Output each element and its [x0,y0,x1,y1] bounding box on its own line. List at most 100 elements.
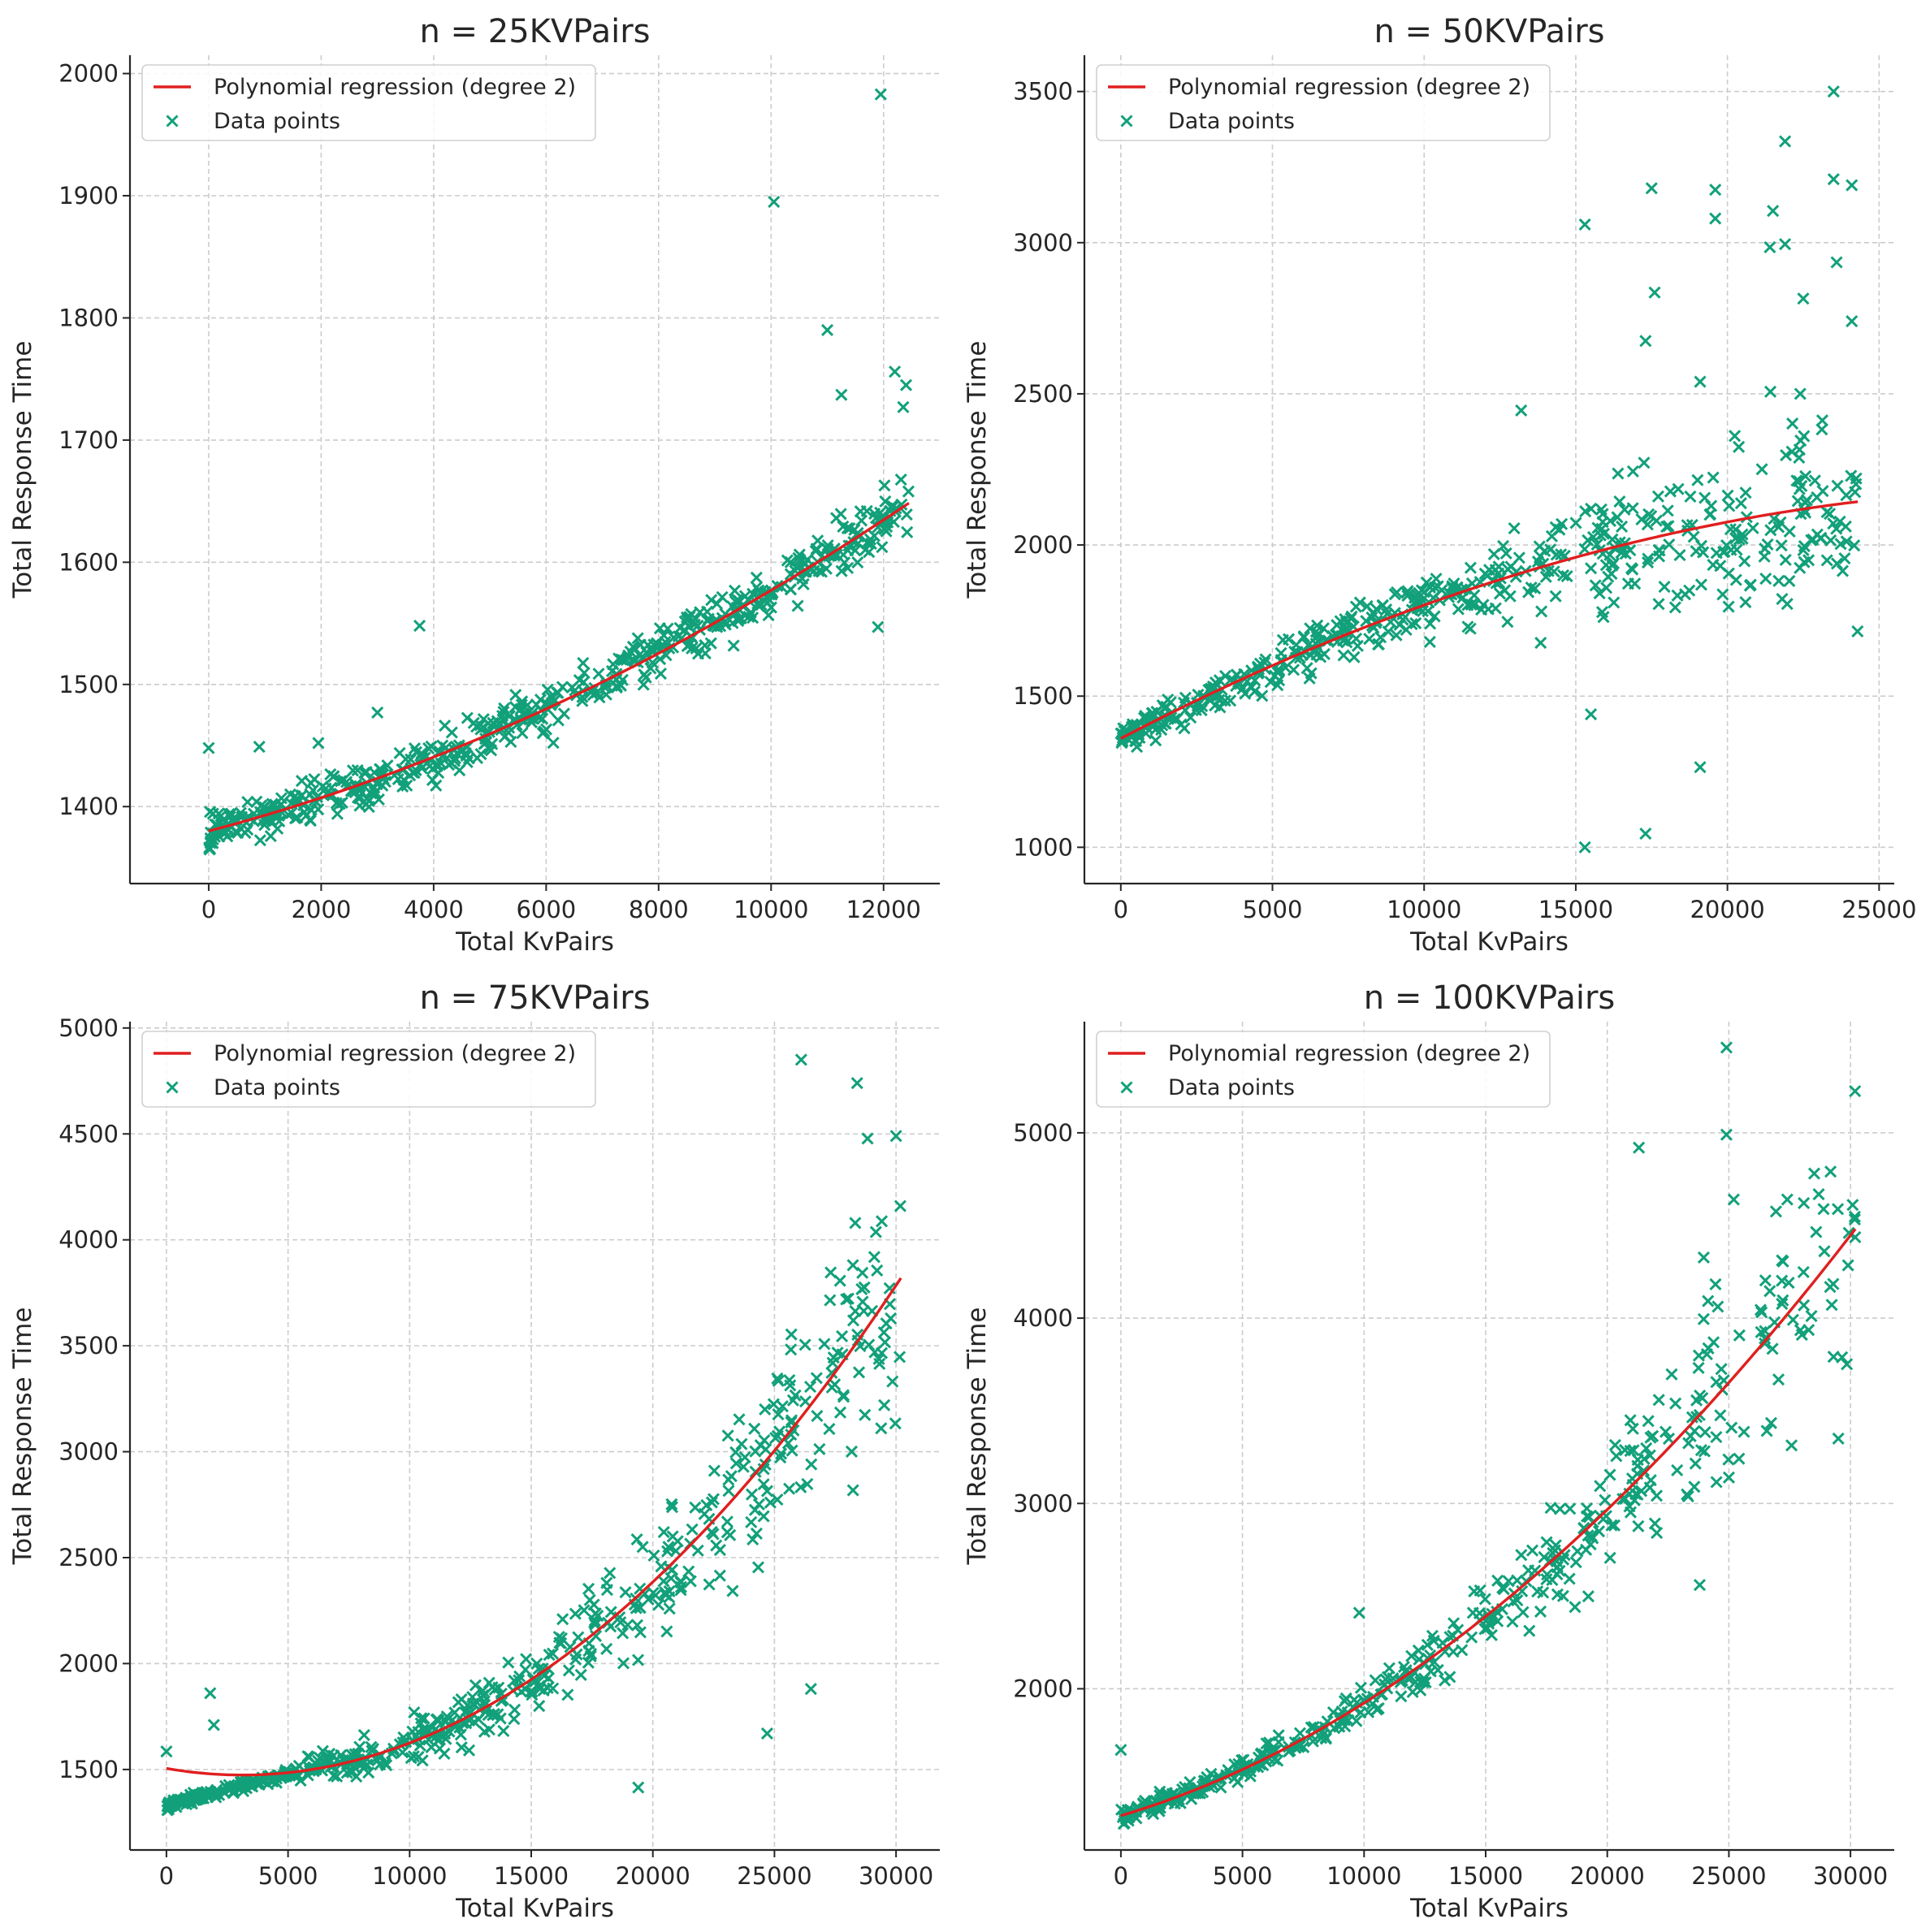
data-point [634,1626,647,1639]
data-point [1468,599,1481,612]
data-point [1648,286,1661,299]
data-point [1639,335,1652,348]
data-point [241,795,254,809]
data-point [1544,1502,1557,1515]
chart-panel-2: 0 5000 10000 15000 20000 25000 1000 1500 2000 250… [963,13,1916,957]
chart-title: n = 25KVPairs [419,13,650,50]
data-point [1585,707,1598,721]
x-tick-label: 20000 [1570,1862,1645,1890]
data-points [202,88,915,856]
data-point [530,1658,543,1671]
data-point [312,803,325,816]
data-point [1811,491,1824,504]
data-point [1276,633,1289,646]
data-point [619,1586,632,1599]
data-point [223,1783,236,1796]
data-point [1820,506,1833,519]
data-point [430,779,443,792]
data-point [1761,538,1774,551]
data-point [1452,1623,1465,1636]
data-point [1354,1681,1367,1694]
data-point [244,1775,257,1788]
data-point [686,1523,699,1536]
data-point [1464,622,1477,635]
data-point [1464,561,1477,574]
x-tick-label: 2000 [291,896,351,923]
data-point [1456,1644,1469,1657]
y-tick-label: 3500 [58,1332,119,1359]
x-tick-label: 15000 [494,1862,569,1890]
data-point [1596,508,1609,521]
data-point [1631,1454,1644,1467]
data-point [1846,315,1859,328]
x-tick-label: 0 [159,1862,174,1890]
data-point [637,678,650,691]
data-point [1763,240,1776,253]
data-point [569,1607,582,1620]
data-point [1694,375,1707,388]
x-tick-label: 5000 [1243,896,1303,923]
data-point [1168,713,1181,726]
data-point [327,770,340,783]
data-point [1603,1551,1616,1564]
data-point [873,1357,886,1371]
data-point [647,1549,660,1562]
data-point [574,1668,587,1682]
data-point [396,1746,409,1759]
data-point [600,1642,613,1656]
data-point [1615,520,1629,534]
legend-entry-points: Data points [214,1075,340,1100]
data-point [791,599,804,612]
y-tick-label: 1000 [1013,833,1073,861]
data-point [878,479,891,492]
data-point [1830,557,1844,570]
data-point [1729,573,1742,586]
data-point [1638,456,1651,469]
data-point [1786,417,1799,430]
data-point [1178,722,1191,735]
data-point [1641,556,1655,569]
data-point [562,1664,575,1677]
data-point [1727,1193,1740,1206]
regression-line [208,502,910,832]
legend-box [141,1031,596,1108]
data-point [1851,625,1864,638]
legend-marker-swatch [166,1081,179,1094]
data-point [1579,505,1592,518]
data-point [748,1422,761,1435]
data-point [826,1356,839,1369]
data-point [1754,1303,1767,1316]
data-point [824,1294,837,1307]
legend-entry-points: Data points [1168,109,1295,134]
data-point [1800,494,1813,507]
data-point [1838,552,1851,565]
data-point [1737,1425,1750,1438]
data-point [1659,1425,1673,1438]
data-point [487,1708,501,1721]
y-tick-label: 4500 [58,1120,119,1148]
data-point [1549,1539,1562,1552]
data-point [1746,521,1759,534]
data-point [573,673,586,687]
data-point [1337,649,1350,662]
data-point [509,689,522,702]
x-tick-label: 10000 [733,896,808,923]
x-tick-label: 30000 [859,1862,933,1890]
data-point [555,1636,568,1650]
data-point [1594,1480,1607,1493]
data-point [1694,761,1707,774]
data-point [1763,385,1777,398]
data-point [1817,1203,1830,1216]
data-point [833,1406,847,1419]
data-point [1763,1285,1776,1298]
y-tick-label: 2000 [1013,531,1073,559]
data-point [295,774,309,788]
y-axis-label: Total Response Time [963,1307,992,1566]
data-point [1624,1414,1637,1427]
data-point [1641,518,1654,531]
x-tick-label: 0 [1114,1862,1128,1890]
data-point [258,801,271,814]
data-point [1349,600,1362,613]
data-point [462,1744,476,1757]
